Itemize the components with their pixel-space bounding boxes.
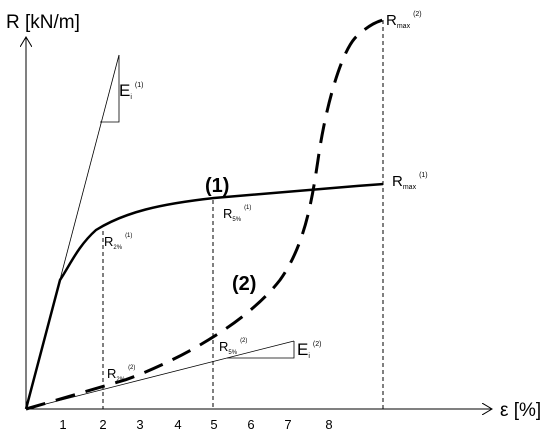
annotation-main: R — [386, 12, 397, 29]
annotation-subscript: max — [403, 184, 417, 191]
annotation-main: R — [219, 339, 228, 354]
curve-1 — [24, 182, 384, 410]
annotation-superscript: (2) — [313, 341, 322, 348]
x-axis-label: ε [%] — [500, 400, 541, 421]
tangent-triangle-1 — [100, 55, 120, 123]
annotation-r2-2: R2%(2) — [107, 365, 135, 383]
tangent-line-2 — [25, 340, 295, 410]
annotation-superscript: (1) — [419, 172, 428, 179]
annotation-superscript: (2) — [413, 11, 422, 18]
x-tick-label: 8 — [325, 417, 332, 432]
x-tick-label: 6 — [247, 417, 254, 432]
annotations: Ei(1)Ei(2)R2%(1)R5%(1)R2%(2)R5%(2)Rmax(1… — [104, 11, 428, 383]
annotation-e1: Ei(1) — [119, 81, 143, 101]
annotation-rmax1: Rmax(1) — [392, 172, 428, 191]
x-tick-label: 5 — [210, 417, 217, 432]
annotation-subscript: 2% — [116, 377, 125, 383]
curve-1-label: (1) — [205, 175, 229, 197]
annotation-main: R — [223, 206, 232, 221]
annotation-main: R — [392, 173, 403, 190]
annotation-subscript: 2% — [113, 245, 122, 251]
x-tick-label: 7 — [284, 417, 291, 432]
annotation-subscript: i — [130, 94, 132, 101]
curve-2-label: (2) — [232, 273, 256, 295]
annotation-r2-1: R2%(1) — [104, 233, 132, 251]
annotation-main: E — [297, 340, 308, 359]
annotation-subscript: i — [308, 353, 310, 360]
annotation-subscript: 5% — [228, 350, 237, 356]
x-tick-label: 2 — [99, 417, 106, 432]
annotation-main: R — [104, 234, 113, 249]
annotation-r5-1: R5%(1) — [223, 205, 251, 223]
annotation-subscript: 5% — [232, 217, 241, 223]
annotation-e2: Ei(2) — [297, 340, 321, 360]
annotation-superscript: (1) — [244, 205, 251, 211]
x-tick-label: 3 — [136, 417, 143, 432]
x-tick-label: 4 — [174, 417, 181, 432]
annotation-superscript: (2) — [240, 338, 247, 344]
annotation-superscript: (1) — [135, 82, 144, 89]
annotation-superscript: (1) — [125, 233, 132, 239]
annotation-main: E — [119, 81, 130, 100]
x-tick-label: 1 — [59, 417, 66, 432]
tangent-triangle-2 — [227, 341, 295, 359]
annotation-rmax2: Rmax(2) — [386, 11, 422, 30]
curve-2 — [25, 18, 384, 411]
x-tick-labels: 1 2 3 4 5 6 7 8 — [59, 417, 332, 432]
y-axis-label: R [kN/m] — [6, 12, 80, 33]
annotation-main: R — [107, 366, 116, 381]
annotation-superscript: (2) — [128, 365, 135, 371]
annotation-r5-2: R5%(2) — [219, 338, 247, 356]
annotation-subscript: max — [397, 23, 411, 30]
